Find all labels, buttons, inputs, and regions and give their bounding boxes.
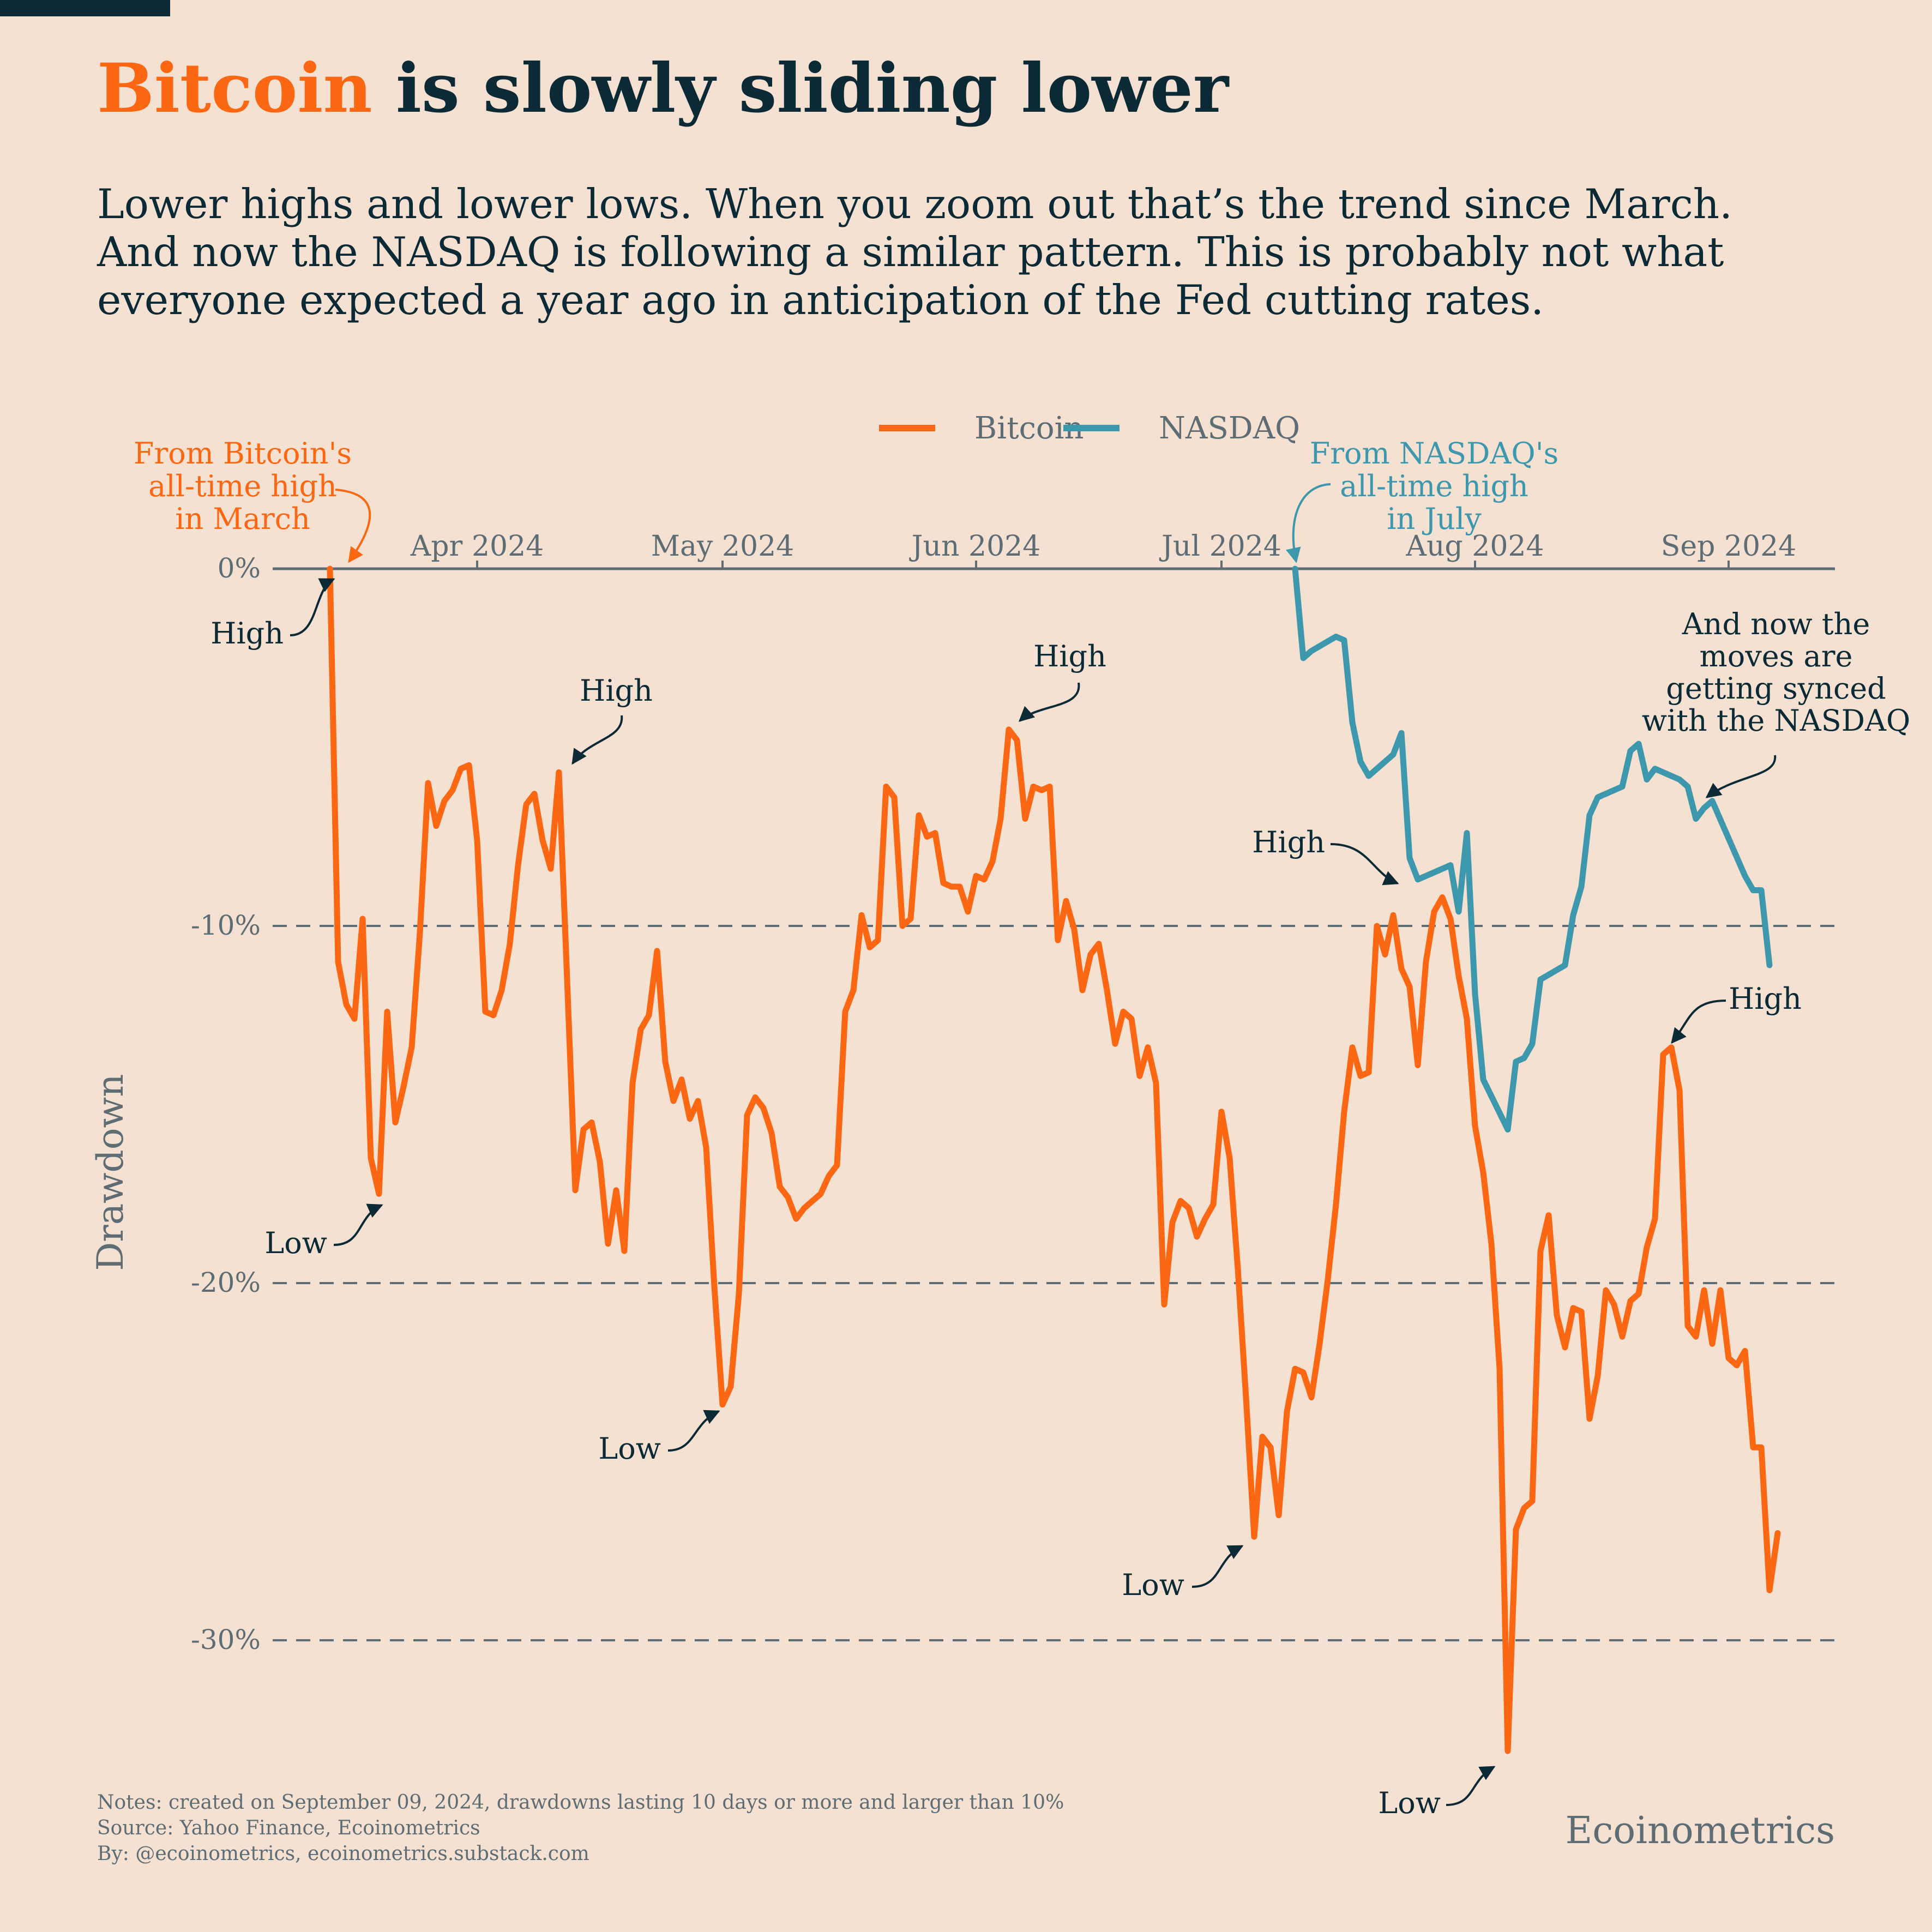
annotation-sync-text: with the NASDAQ [1642,703,1911,738]
annotation-nasdaq-ath-arrow [1286,483,1331,563]
annotation-high-arrow [290,578,335,636]
annotation-sync-arrow [1705,755,1777,798]
brand-logo-text: Ecoinometrics [1565,1809,1835,1852]
subtitle-line: Lower highs and lower lows. When you zoo… [97,180,1732,228]
annotation-high-text: High [1252,825,1325,859]
annotation-low-text: Low [264,1226,327,1260]
annotation-low-arrow [1191,1545,1244,1588]
x-tick-label: Apr 2024 [410,530,544,563]
title-rest: is slowly sliding lower [372,49,1229,128]
annotation-sync-text: And now the [1682,607,1870,641]
annotation-low-arrow [333,1203,383,1246]
annotation-low-text: Low [598,1431,661,1466]
x-tick-label: May 2024 [651,530,795,563]
annotation-high-text: High [210,616,284,651]
top-accent-bar [0,0,170,16]
annotation-nasdaq-ath-text: From NASDAQ's [1310,436,1559,471]
annotation-high-text: High [1033,639,1106,673]
annotation-btc-ath-text: in March [175,502,310,536]
annotation-nasdaq-ath-text: in July [1387,502,1482,536]
subtitle-line: And now the NASDAQ is following a simila… [97,228,1724,276]
byline: By: @ecoinometrics, ecoinometrics.substa… [97,1843,589,1865]
legend-label-nasdaq: NASDAQ [1159,411,1300,446]
y-axis-label: Drawdown [89,1074,131,1271]
notes-line: Notes: created on September 09, 2024, dr… [97,1791,1064,1814]
series-line-nasdaq [1292,565,1773,1133]
annotation-sync-text: getting synced [1666,671,1886,706]
annotation-high-arrow [571,715,623,765]
annotation-low-arrow [1446,1766,1496,1806]
source-line: Source: Yahoo Finance, Ecoinometrics [97,1817,480,1839]
x-tick-label: Aug 2024 [1405,530,1544,563]
x-tick-label: Jul 2024 [1159,530,1281,563]
y-tick-label: 0% [218,552,261,584]
title-accent: Bitcoin [97,49,372,128]
annotation-low-text: Low [1122,1568,1184,1602]
annotation-high-arrow [1330,843,1399,886]
annotation-nasdaq-ath-text: all-time high [1340,469,1528,503]
annotation-low-arrow [667,1410,720,1452]
annotation-high-arrow [1671,1000,1726,1044]
y-tick-label: -30% [191,1624,261,1656]
annotation-btc-ath-text: all-time high [148,469,337,503]
annotation-high-text: High [1729,982,1802,1016]
annotation-high-text: High [580,673,653,708]
y-tick-label: -20% [191,1267,261,1298]
annotation-low-text: Low [1378,1786,1441,1820]
x-tick-label: Jun 2024 [909,530,1041,563]
y-tick-label: -10% [191,910,261,941]
chart-notes: Notes: created on September 09, 2024, dr… [97,1790,1064,1867]
annotation-high-arrow [1018,682,1080,722]
annotation-btc-ath-text: From Bitcoin's [134,436,352,471]
chart-title: Bitcoin is slowly sliding lower [97,49,1229,128]
annotation-btc-ath-arrow [335,489,371,563]
series-line-bitcoin [327,565,1781,1754]
subtitle-line: everyone expected a year ago in anticipa… [97,276,1544,324]
annotation-sync-text: moves are [1699,639,1852,673]
x-tick-label: Sep 2024 [1661,530,1797,563]
chart-subtitle: Lower highs and lower lows. When you zoo… [97,180,1842,324]
